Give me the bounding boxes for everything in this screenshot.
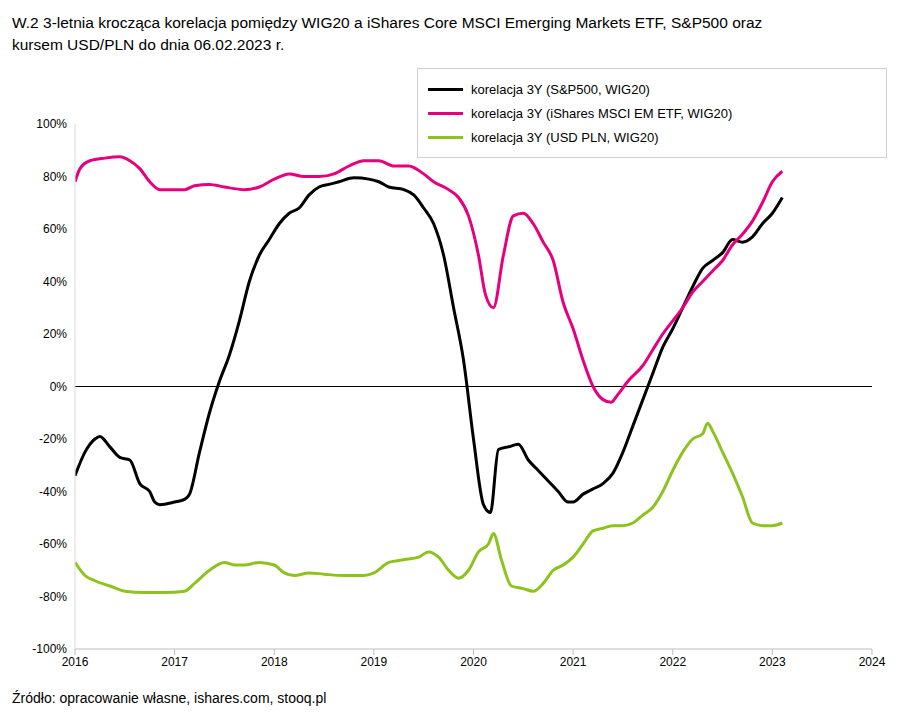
svg-text:2022: 2022 bbox=[659, 655, 686, 669]
svg-text:80%: 80% bbox=[43, 170, 67, 184]
svg-text:2020: 2020 bbox=[460, 655, 487, 669]
svg-text:40%: 40% bbox=[43, 275, 67, 289]
svg-text:2016: 2016 bbox=[62, 655, 89, 669]
svg-text:0%: 0% bbox=[50, 380, 68, 394]
svg-text:-80%: -80% bbox=[39, 590, 67, 604]
svg-text:-100%: -100% bbox=[32, 642, 67, 656]
html-text:korelacja 3Y (iShares MSCI EM: korelacja 3Y (iShares MSCI EM ETF, WIG20… bbox=[471, 105, 733, 121]
svg-text:2023: 2023 bbox=[759, 655, 786, 669]
html-text:W.2 3-letnia krocząca korelacj: W.2 3-letnia krocząca korelacja pomiędzy… bbox=[12, 14, 763, 53]
svg-text:2018: 2018 bbox=[261, 655, 288, 669]
html-text:korelacja 3Y (USD PLN, WIG20): korelacja 3Y (USD PLN, WIG20) bbox=[471, 129, 659, 145]
html-text:korelacja 3Y (S&P500, WIG20): korelacja 3Y (S&P500, WIG20) bbox=[471, 81, 650, 97]
svg-text:-60%: -60% bbox=[39, 537, 67, 551]
svg-text:2021: 2021 bbox=[560, 655, 587, 669]
svg-text:2017: 2017 bbox=[161, 655, 188, 669]
svg-text:2019: 2019 bbox=[361, 655, 388, 669]
svg-text:100%: 100% bbox=[36, 117, 67, 131]
svg-text:60%: 60% bbox=[43, 222, 67, 236]
svg-text:-40%: -40% bbox=[39, 485, 67, 499]
svg-text:2024: 2024 bbox=[859, 655, 886, 669]
svg-text:20%: 20% bbox=[43, 327, 67, 341]
html-text:Źródło: opracowanie własne, is: Źródło: opracowanie własne, ishares.com,… bbox=[12, 690, 327, 706]
svg-text:-20%: -20% bbox=[39, 432, 67, 446]
